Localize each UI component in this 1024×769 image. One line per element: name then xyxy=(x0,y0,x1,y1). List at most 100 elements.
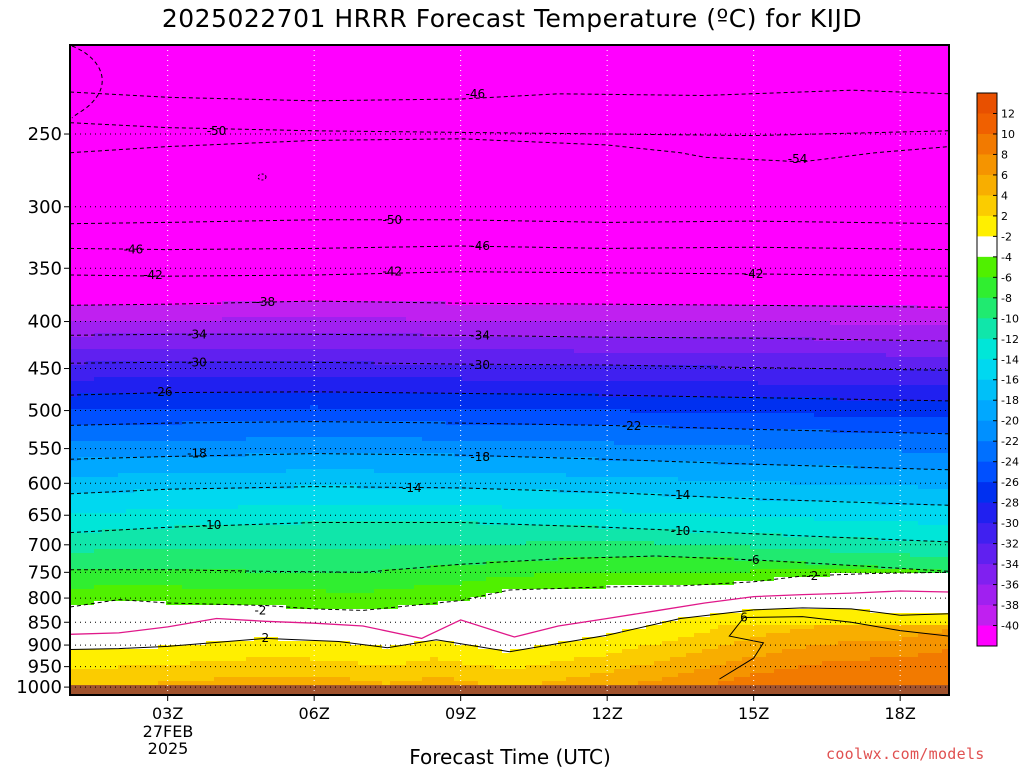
contour-label: -50 xyxy=(207,124,227,138)
colorbar-label: -26 xyxy=(1001,476,1019,489)
colorbar-swatch xyxy=(977,257,997,278)
colorbar-swatch xyxy=(977,585,997,606)
x-tick-label: 12Z xyxy=(592,704,623,723)
x-date-year: 2025 xyxy=(128,739,208,758)
y-tick-label: 350 xyxy=(28,258,62,279)
colorbar-swatch xyxy=(977,175,997,196)
colorbar-label: -40 xyxy=(1001,620,1019,633)
colorbar-label: 12 xyxy=(1001,107,1015,120)
y-tick-label: 700 xyxy=(28,535,62,556)
colorbar-label: -12 xyxy=(1001,333,1019,346)
y-tick-label: 400 xyxy=(28,312,62,333)
contour-label: -46 xyxy=(470,239,490,253)
colorbar-label: 8 xyxy=(1001,148,1008,161)
y-tick-label: 750 xyxy=(28,562,62,583)
colorbar-swatch xyxy=(977,93,997,114)
y-tick-label: 800 xyxy=(28,588,62,609)
colorbar-label: -32 xyxy=(1001,538,1019,551)
ground-band xyxy=(70,685,949,695)
colorbar-label: -22 xyxy=(1001,435,1019,448)
contour-label: -2 xyxy=(806,569,818,583)
colorbar-swatch xyxy=(977,421,997,442)
colorbar-label: 6 xyxy=(1001,169,1008,182)
contour-label: -42 xyxy=(382,265,402,279)
y-tick-label: 600 xyxy=(28,473,62,494)
contour-label: -46 xyxy=(466,87,486,101)
y-tick-label: 550 xyxy=(28,439,62,460)
y-tick-label: 300 xyxy=(28,197,62,218)
contour-label: -14 xyxy=(671,488,691,502)
contour-label: -22 xyxy=(622,419,642,433)
colorbar-swatch xyxy=(977,544,997,565)
contour-label: -18 xyxy=(470,450,490,464)
colorbar-swatch xyxy=(977,113,997,134)
contour-label: -42 xyxy=(744,267,764,281)
colorbar-swatch xyxy=(977,441,997,462)
contour-label: -2 xyxy=(254,603,266,617)
colorbar-swatch xyxy=(977,400,997,421)
colorbar-label: 2 xyxy=(1001,210,1008,223)
colorbar-label: -28 xyxy=(1001,497,1019,510)
colorbar-swatch xyxy=(977,216,997,237)
y-tick-label: 500 xyxy=(28,401,62,422)
credit-link[interactable]: coolwx.com/models xyxy=(826,745,985,763)
colorbar-swatch xyxy=(977,605,997,626)
colorbar-label: -34 xyxy=(1001,558,1019,571)
colorbar-swatch xyxy=(977,318,997,339)
colorbar-label: -24 xyxy=(1001,456,1019,469)
contour-label: -42 xyxy=(143,268,163,282)
colorbar-swatch xyxy=(977,298,997,319)
colorbar-label: -38 xyxy=(1001,599,1019,612)
contour-label: -34 xyxy=(470,328,490,342)
contour-label: -46 xyxy=(124,243,144,257)
x-tick-label: 03Z xyxy=(152,704,183,723)
colorbar-swatch xyxy=(977,380,997,401)
colorbar-swatch xyxy=(977,134,997,155)
y-tick-label: 850 xyxy=(28,612,62,633)
colorbar-label: -6 xyxy=(1001,271,1012,284)
colorbar-label: -2 xyxy=(1001,230,1012,243)
colorbar-swatch xyxy=(977,462,997,483)
colorbar-swatch xyxy=(977,195,997,216)
y-tick-label: 1000 xyxy=(16,677,62,698)
colorbar-swatch xyxy=(977,359,997,380)
contour-label: -26 xyxy=(153,385,173,399)
contour-label: 2 xyxy=(262,631,270,645)
y-tick-label: 250 xyxy=(28,124,62,145)
x-tick-label: 09Z xyxy=(445,704,476,723)
colorbar-label: -16 xyxy=(1001,374,1019,387)
contour-label: -34 xyxy=(187,327,207,341)
x-tick-label: 18Z xyxy=(885,704,916,723)
contour-label: -30 xyxy=(187,355,207,369)
y-tick-label: 450 xyxy=(28,359,62,380)
colorbar-swatch xyxy=(977,236,997,257)
colorbar-swatch xyxy=(977,626,997,647)
colorbar-label: -18 xyxy=(1001,394,1019,407)
colorbar-label: 4 xyxy=(1001,189,1008,202)
contour-label: -18 xyxy=(187,447,207,461)
contour-label: -10 xyxy=(671,524,691,538)
contour-label: 6 xyxy=(740,611,748,625)
contour-label: -38 xyxy=(256,295,276,309)
colorbar-label: 10 xyxy=(1001,128,1015,141)
x-tick-label: 15Z xyxy=(738,704,769,723)
y-tick-label: 950 xyxy=(28,657,62,678)
colorbar-label: -8 xyxy=(1001,292,1012,305)
contour-label: -30 xyxy=(470,358,490,372)
colorbar-swatch xyxy=(977,564,997,585)
colorbar-label: -20 xyxy=(1001,415,1019,428)
x-tick-label: 06Z xyxy=(299,704,330,723)
colorbar-label: -30 xyxy=(1001,517,1019,530)
colorbar-swatch xyxy=(977,482,997,503)
colorbar-swatch xyxy=(977,523,997,544)
y-tick-label: 650 xyxy=(28,505,62,526)
contour-label: -54 xyxy=(788,152,808,166)
colorbar-label: -14 xyxy=(1001,353,1019,366)
colorbar-swatch xyxy=(977,277,997,298)
contour-label: -14 xyxy=(402,481,422,495)
contour-label: -50 xyxy=(382,213,402,227)
colorbar-label: -4 xyxy=(1001,251,1012,264)
colorbar-swatch xyxy=(977,154,997,175)
contour-label: -6 xyxy=(748,553,760,567)
